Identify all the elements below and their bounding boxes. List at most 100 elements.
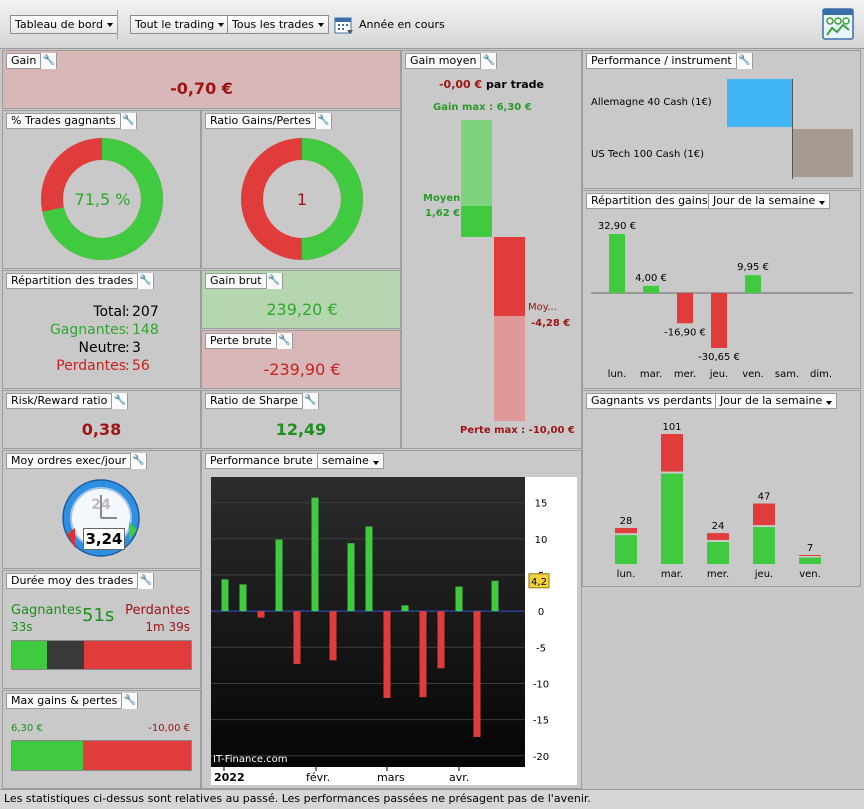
perte-brute-panel: Perte brute 🔧 -239,90 € [201, 330, 401, 389]
period-label[interactable]: Année en cours [359, 18, 445, 31]
panel-title: Répartition des trades 🔧 [6, 273, 155, 289]
repartition-trades-panel: Répartition des trades 🔧 Total Gagnantes … [2, 270, 201, 389]
perf-bar[interactable] [401, 605, 409, 612]
losers-bar[interactable] [707, 533, 729, 540]
gain-bar[interactable] [643, 285, 659, 293]
wrench-icon[interactable]: 🔧 [275, 333, 292, 349]
calendar-icon[interactable] [334, 15, 354, 35]
x-tick-label: 2022 [214, 771, 245, 784]
panel-title: Max gains & pertes 🔧 [6, 693, 139, 709]
perf-bar[interactable] [347, 543, 355, 612]
day-label: mer. [707, 569, 729, 580]
moyen-value: 1,62 € [425, 208, 461, 219]
perf-bar[interactable] [275, 539, 283, 612]
last-value-label: 4,2 [531, 577, 547, 588]
total-trades-label: 47 [758, 492, 771, 503]
losers-bar[interactable] [799, 554, 821, 556]
perte-max-label: Perte max : -10,00 € [460, 425, 575, 436]
gain-brut-panel: Gain brut 🔧 239,20 € [201, 270, 401, 329]
wrench-icon[interactable]: 🔧 [480, 53, 497, 69]
perf-bar[interactable] [221, 579, 229, 612]
neutre-label: Neutre [78, 340, 126, 356]
perf-bar[interactable] [311, 497, 319, 612]
duree-gagnantes-label: Gagnantes [11, 603, 82, 618]
losers-bar[interactable] [753, 503, 775, 526]
gain-value-label: 4,00 € [635, 273, 667, 284]
settings-dashboard-icon[interactable] [822, 8, 854, 40]
duree-gagnantes-value: 33s [11, 620, 33, 634]
gain-moyen-panel: Gain moyen 🔧 -0,00 € par trade Gain max :… [401, 50, 582, 449]
y-tick-label: 0 [538, 607, 544, 618]
perf-bar[interactable] [239, 584, 247, 612]
trading-dropdown[interactable]: Tout le trading [130, 15, 230, 34]
wrench-icon[interactable]: 🔧 [130, 453, 147, 469]
gvp-period-dropdown[interactable]: Jour de la semaine [715, 393, 838, 409]
day-label: lun. [617, 569, 636, 580]
perf-brute-panel: Performance brute🔧 semaine 151050-5-10-1… [201, 450, 582, 789]
loss-moyen-value: -4,28 € [531, 318, 571, 329]
gain-bar[interactable] [609, 234, 625, 293]
wrench-icon[interactable]: 🔧 [119, 113, 136, 129]
panel-title: Ratio Gains/Pertes 🔧 [205, 113, 332, 129]
wrench-icon[interactable]: 🔧 [111, 393, 128, 409]
winners-bar[interactable] [707, 541, 729, 564]
winners-bar[interactable] [615, 535, 637, 564]
winners-bar[interactable] [661, 473, 683, 564]
total-trades-label: 24 [712, 521, 725, 532]
gain-bar[interactable] [745, 275, 761, 293]
winners-bar[interactable] [799, 557, 821, 564]
neutre-value: 3 [132, 340, 141, 356]
donut-win-arc [241, 138, 363, 260]
perf-bar[interactable] [473, 611, 481, 737]
perte-brute-value: -239,90 € [263, 360, 341, 379]
wrench-icon[interactable]: 🔧 [137, 573, 154, 589]
chevron-down-icon [218, 23, 225, 27]
perf-bar[interactable] [293, 611, 301, 664]
panel-title: Risk/Reward ratio 🔧 [6, 393, 129, 409]
wrench-icon[interactable]: 🔧 [265, 273, 282, 289]
trades-dropdown[interactable]: Tous les trades [227, 15, 329, 34]
perf-bar[interactable] [491, 580, 499, 612]
y-tick-label: 10 [535, 535, 548, 546]
day-label: mar. [661, 569, 683, 580]
perf-bar[interactable] [329, 611, 337, 661]
wrench-icon[interactable]: 🔧 [137, 273, 154, 289]
panel-title: Gagnants vs perdants🔧 [586, 393, 734, 409]
gain-value: -0,70 € [170, 79, 233, 98]
rep-gains-period-dropdown[interactable]: Jour de la semaine [708, 193, 831, 209]
gain-moyen-title: Gain moyen [410, 54, 477, 67]
gvp-chart: 28 lun. 101 mar. 24 mer. 47 jeu. 7 ven. [615, 422, 821, 580]
perdantes-value: 56 [132, 358, 150, 374]
winners-bar[interactable] [753, 527, 775, 564]
losers-bar[interactable] [615, 527, 637, 534]
wrench-icon[interactable]: 🔧 [314, 113, 331, 129]
perf-bar[interactable] [437, 611, 445, 669]
perf-bar[interactable] [257, 611, 265, 618]
wrench-icon[interactable]: 🔧 [735, 53, 752, 69]
sharpe-panel: Ratio de Sharpe 🔧 12,49 [201, 390, 401, 449]
total-trades-label: 101 [662, 422, 681, 433]
wrench-icon[interactable]: 🔧 [301, 393, 318, 409]
wrench-icon[interactable]: 🔧 [121, 693, 138, 709]
gain-value-label: -16,90 € [664, 327, 706, 338]
y-tick-label: -10 [533, 679, 549, 690]
max-gp-bar [11, 740, 192, 771]
trade-colons: :::: [125, 304, 130, 374]
perf-bar[interactable] [383, 611, 391, 698]
ratio-gp-value: 1 [296, 190, 308, 209]
perf-bar[interactable] [365, 526, 373, 612]
losers-bar[interactable] [661, 434, 683, 472]
total-value: 207 [132, 304, 159, 320]
wrench-icon[interactable]: 🔧 [40, 53, 57, 69]
panel-title: Durée moy des trades 🔧 [6, 573, 155, 589]
perf-brute-period-dropdown[interactable]: semaine [317, 453, 384, 469]
dashboard-dropdown[interactable]: Tableau de bord [10, 15, 118, 34]
duree-total-value: 51s [82, 605, 115, 626]
perf-bar[interactable] [419, 611, 427, 698]
gain-bar[interactable] [677, 293, 693, 324]
perf-bar[interactable] [455, 586, 463, 612]
day-label: sam. [775, 369, 799, 380]
gain-bar[interactable] [711, 293, 727, 348]
x-tick-label: mars [377, 771, 405, 784]
